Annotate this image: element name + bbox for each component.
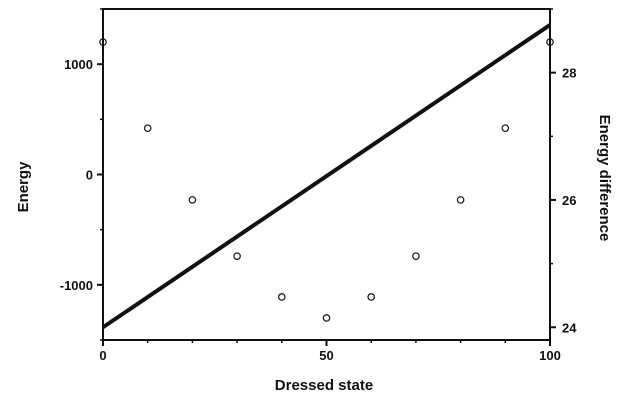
y2-tick-label: 24	[562, 320, 577, 335]
energy-point	[367, 293, 376, 301]
x-tick-label: 0	[99, 348, 106, 363]
energy-point	[412, 252, 420, 260]
energy-point	[277, 293, 286, 301]
energy-point	[233, 252, 241, 260]
x-axis-title: Dressed state	[275, 377, 373, 394]
y-tick-label: 0	[86, 168, 93, 183]
energy-point	[456, 196, 465, 204]
energy-point	[143, 124, 152, 132]
x-tick-label: 50	[319, 348, 333, 363]
energy-difference-line	[101, 23, 552, 329]
axes: 0 50 100 -1000 0 1000 24 26 28	[60, 8, 577, 363]
energy-point	[322, 314, 331, 322]
y-tick-label: 1000	[64, 57, 93, 72]
data-marks	[99, 23, 554, 329]
y2-tick-label: 26	[562, 193, 576, 208]
energy-point	[188, 196, 197, 204]
x-tick-label: 100	[539, 348, 561, 363]
energy-point	[501, 124, 510, 132]
y-axis-title: Energy	[15, 161, 32, 213]
y2-tick-label: 28	[562, 66, 576, 81]
y-tick-label: -1000	[60, 278, 93, 293]
y2-axis-title: Energy difference	[596, 115, 613, 242]
